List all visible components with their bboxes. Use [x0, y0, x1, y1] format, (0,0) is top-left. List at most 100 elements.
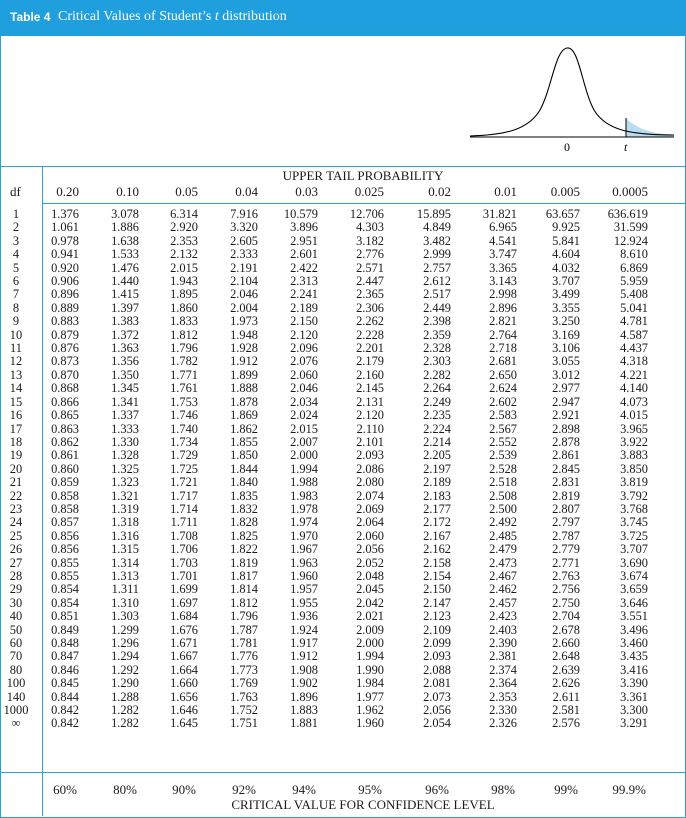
value-cell: 2.000 — [290, 448, 318, 463]
column-header: 0.03 — [295, 184, 318, 199]
value-cell: 2.896 — [489, 300, 517, 315]
value-cell: 1.350 — [111, 367, 139, 382]
df-cell: 6 — [12, 274, 20, 289]
value-cell: 3.690 — [620, 555, 648, 570]
value-cell: 1.319 — [111, 501, 139, 516]
top-divider — [0, 166, 686, 167]
value-cell: 2.485 — [489, 528, 517, 543]
df-cell: 17 — [9, 421, 23, 436]
value-cell: 0.851 — [51, 609, 79, 624]
value-cell: 2.120 — [290, 327, 318, 342]
value-cell: 2.009 — [356, 622, 384, 637]
value-cell: 1.315 — [111, 542, 139, 557]
value-cell: 2.056 — [423, 703, 451, 718]
df-cell: 29 — [9, 582, 23, 597]
value-cell: 2.787 — [552, 528, 580, 543]
value-cell: 1.955 — [290, 595, 318, 610]
value-cell: 1.708 — [170, 528, 198, 543]
value-cell: 1.812 — [230, 595, 258, 610]
df-cell: 30 — [9, 595, 23, 610]
header-rule — [42, 203, 686, 204]
value-cell: 0.863 — [51, 421, 79, 436]
value-cell: 1.761 — [170, 381, 198, 396]
value-cell: 2.177 — [423, 501, 451, 516]
table-row: 2 1.061 1.886 2.920 3.320 3.896 4.303 4.849 6.96… — [0, 220, 648, 234]
table-number: Table 4 — [10, 10, 51, 24]
value-cell: 1.896 — [290, 689, 318, 704]
value-cell: 2.179 — [356, 354, 384, 369]
value-cell: 1.288 — [111, 689, 139, 704]
value-cell: 2.150 — [423, 582, 451, 597]
value-cell: 1.328 — [111, 448, 139, 463]
value-cell: 0.978 — [51, 233, 79, 248]
value-cell: 1.869 — [230, 408, 258, 423]
bottom-divider — [0, 772, 686, 773]
value-cell: 1.773 — [230, 662, 258, 677]
value-cell: 3.365 — [489, 260, 517, 275]
value-cell: 3.965 — [620, 421, 648, 436]
value-cell: 2.718 — [489, 341, 517, 356]
value-cell: 4.437 — [620, 341, 648, 356]
value-cell: 2.951 — [290, 233, 318, 248]
df-cell: 11 — [10, 341, 22, 356]
column-header: 0.05 — [175, 184, 198, 199]
table-row: ∞ 0.842 1.282 1.645 1.751 1.881 1.960 2.054 2.32… — [0, 716, 648, 731]
value-cell: 3.707 — [552, 274, 580, 289]
value-cell: 1.936 — [290, 609, 318, 624]
value-cell: 1.943 — [170, 274, 198, 289]
value-cell: 0.844 — [51, 689, 79, 704]
value-cell: 1.645 — [170, 716, 198, 731]
value-cell: 2.123 — [423, 609, 451, 624]
value-cell: 1.397 — [111, 300, 139, 315]
density-curve — [469, 47, 675, 137]
value-cell: 0.848 — [51, 636, 79, 650]
value-cell: 0.879 — [51, 327, 79, 342]
df-cell: 22 — [9, 488, 23, 503]
table-row: 22 0.858 1.321 1.717 1.835 1.983 2.074 2.183 2.5… — [0, 488, 648, 503]
table-row: 5 0.920 1.476 2.015 2.191 2.422 2.571 2.757 3.36… — [0, 260, 648, 275]
value-cell: 2.060 — [290, 367, 318, 382]
value-cell: 2.080 — [356, 475, 384, 490]
value-cell: 1.752 — [230, 703, 258, 718]
value-cell: 2.046 — [230, 287, 258, 302]
value-cell: 2.479 — [489, 542, 517, 557]
value-cell: 2.160 — [356, 367, 384, 382]
value-cell: 4.015 — [620, 408, 648, 423]
value-cell: 2.821 — [489, 314, 517, 329]
df-cell: 16 — [9, 408, 23, 423]
value-cell: 2.235 — [423, 408, 451, 423]
value-cell: 3.659 — [620, 582, 648, 597]
value-cell: 0.857 — [51, 515, 79, 530]
value-cell: 1.978 — [290, 501, 318, 516]
value-cell: 1.296 — [111, 636, 139, 650]
value-cell: 2.473 — [489, 555, 517, 570]
value-cell: 1.671 — [170, 636, 198, 650]
value-cell: 1.356 — [111, 354, 139, 369]
confidence-level: 94% — [292, 782, 316, 797]
value-cell: 1.316 — [111, 528, 139, 543]
value-cell: 6.869 — [620, 260, 648, 275]
value-cell: 1.850 — [230, 448, 258, 463]
value-cell: 5.408 — [620, 287, 648, 302]
value-cell: 1.977 — [356, 689, 384, 704]
value-cell: 2.228 — [356, 327, 384, 342]
value-cell: 1.310 — [111, 595, 139, 610]
value-cell: 2.060 — [356, 528, 384, 543]
value-cell: 2.845 — [552, 461, 580, 476]
value-cell: 2.183 — [423, 488, 451, 503]
table-row: 21 0.859 1.323 1.721 1.840 1.988 2.080 2.189 2.5… — [0, 475, 648, 490]
value-cell: 1.912 — [230, 354, 258, 369]
value-cell: 0.906 — [51, 274, 79, 289]
value-cell: 2.403 — [489, 622, 517, 637]
value-cell: 2.101 — [356, 434, 384, 449]
value-cell: 12.924 — [613, 233, 648, 248]
value-cell: 2.313 — [290, 274, 318, 289]
value-cell: 1.828 — [230, 515, 258, 530]
critical-values-table: 1 1.376 3.078 6.314 7.916 10.579 12.706 15.895 3… — [0, 207, 648, 731]
value-cell: 2.154 — [423, 568, 451, 583]
value-cell: 1.883 — [290, 703, 318, 718]
confidence-level-label: CRITICAL VALUE FOR CONFIDENCE LEVEL — [231, 797, 495, 812]
value-cell: 1.751 — [230, 716, 258, 731]
value-cell: 1.706 — [170, 542, 198, 557]
table-row: 20 0.860 1.325 1.725 1.844 1.994 2.086 2.197 2.5… — [0, 461, 648, 476]
